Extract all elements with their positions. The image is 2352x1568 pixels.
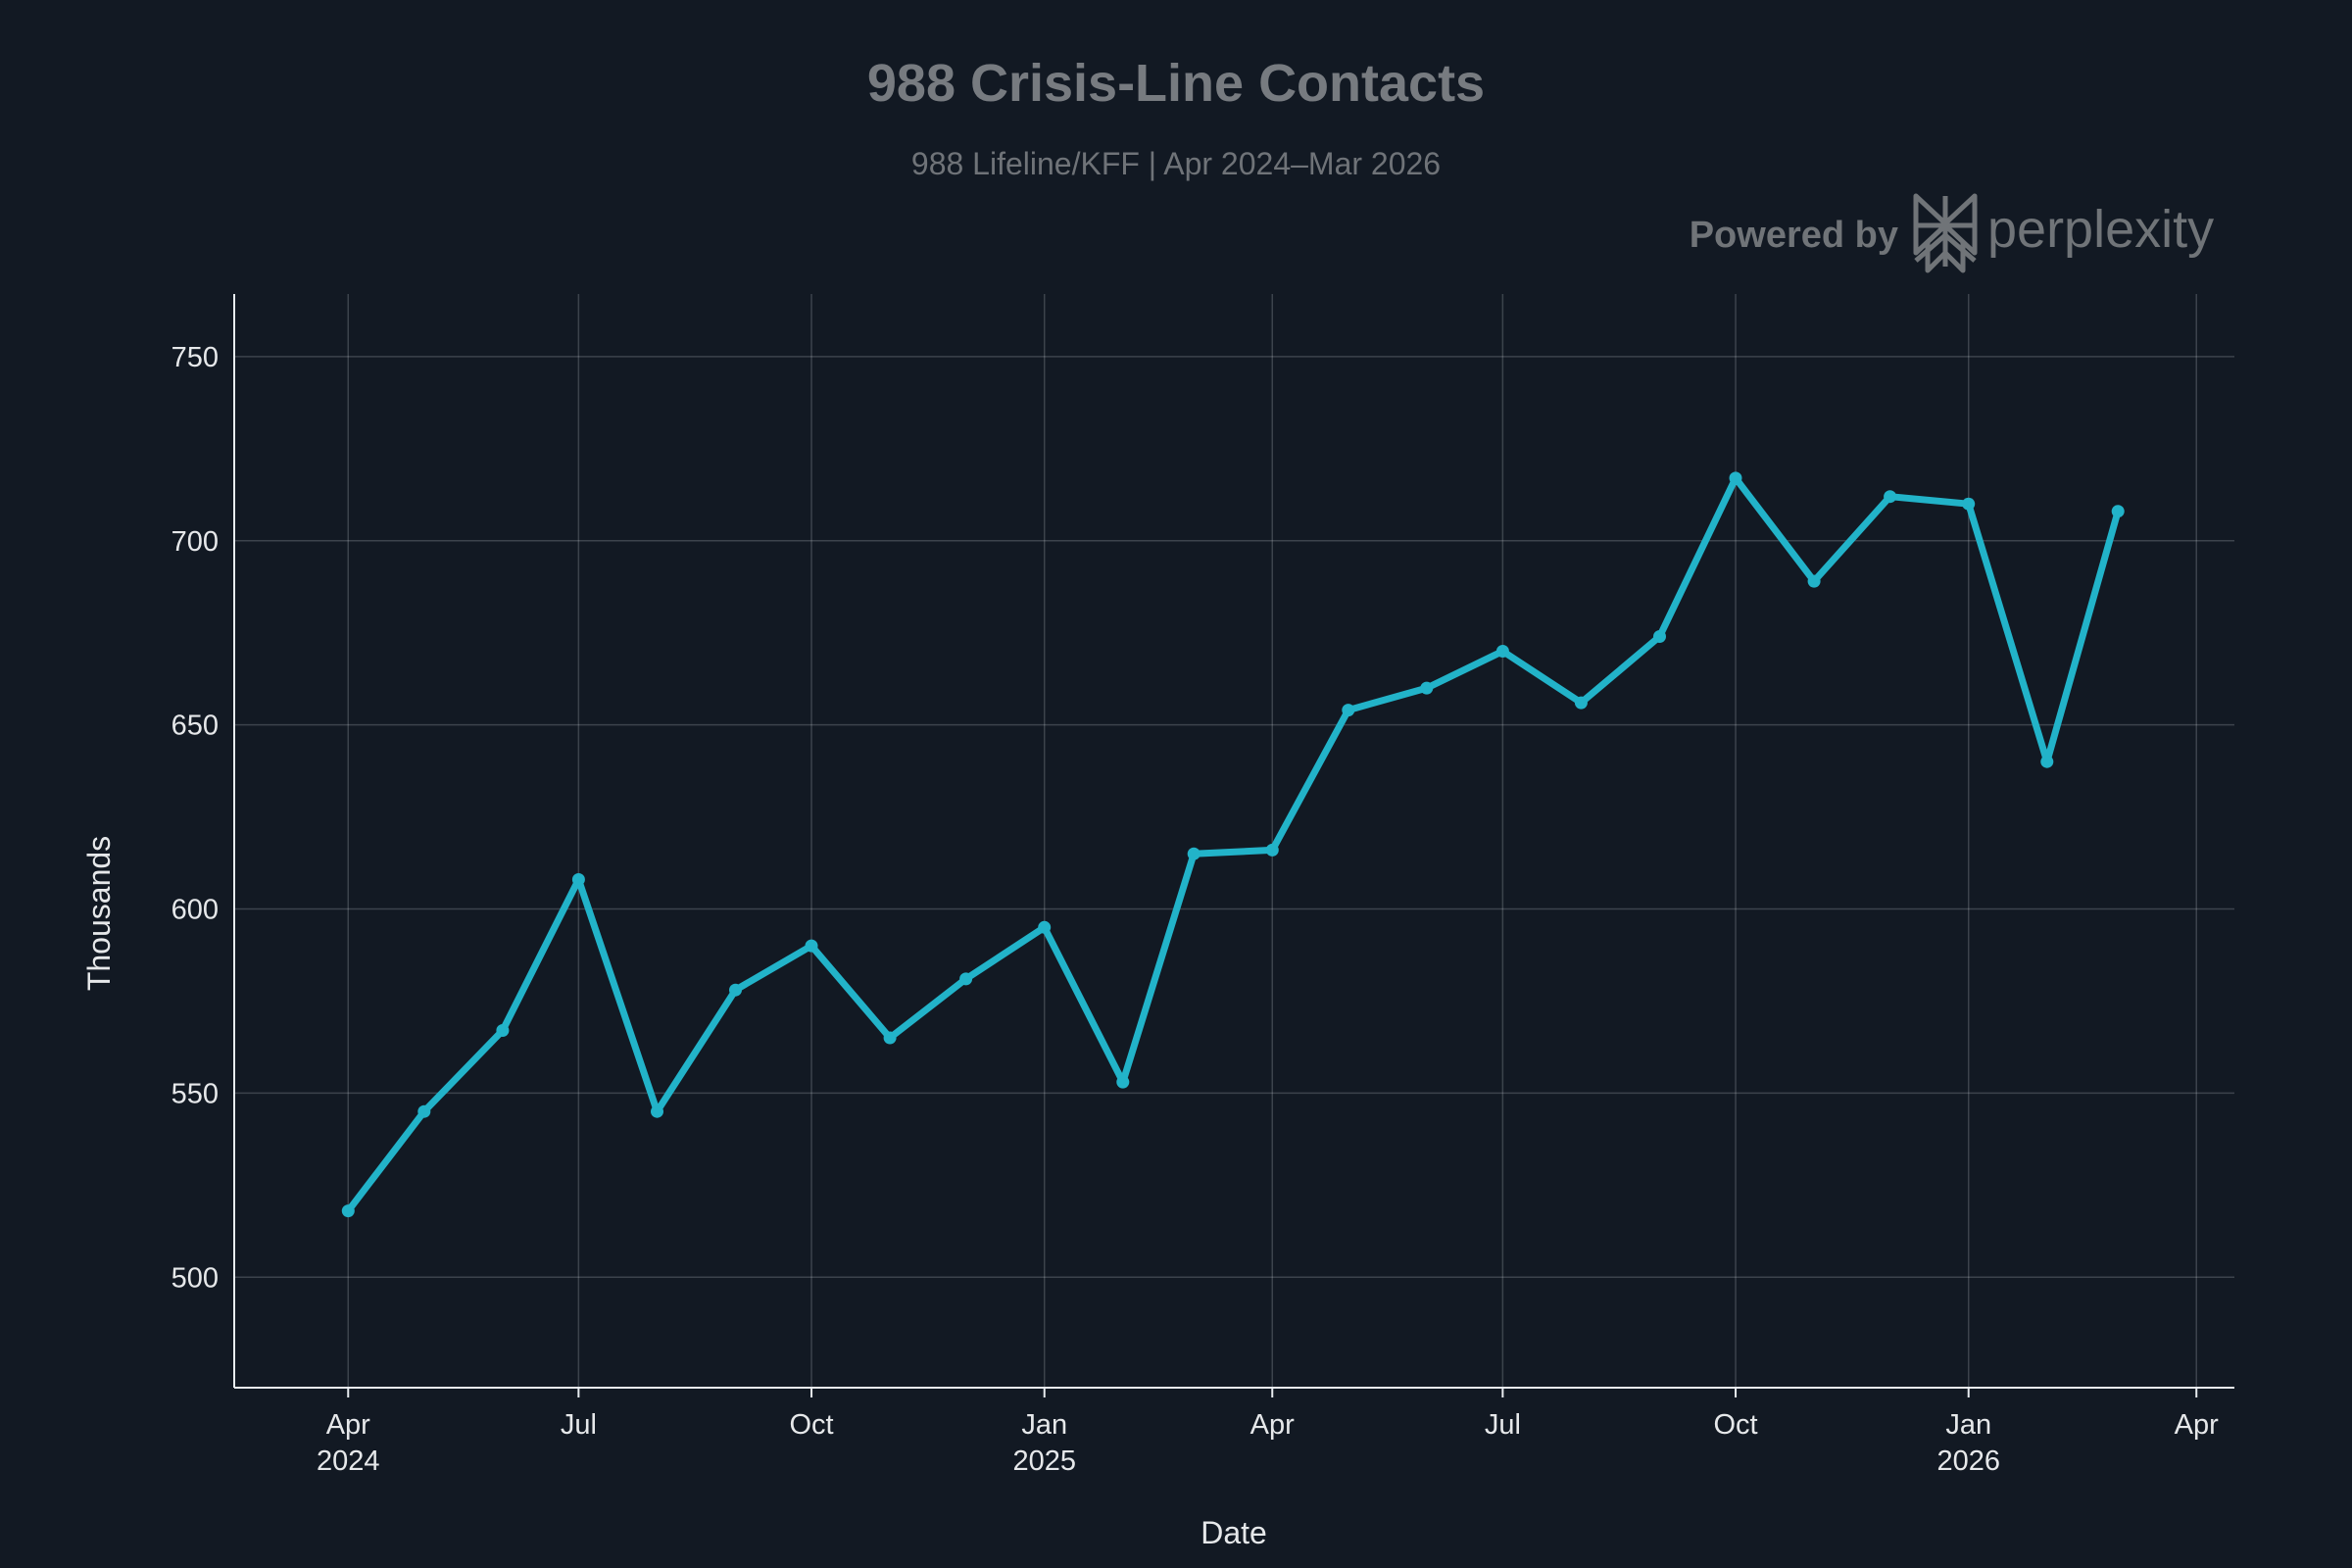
x-tick-year-label: 2024 — [317, 1446, 380, 1477]
x-tick-year-label: 2025 — [1012, 1446, 1076, 1477]
x-tick-label: Jul — [561, 1409, 597, 1441]
x-tick-label: Jul — [1485, 1409, 1521, 1441]
data-point — [1807, 574, 1821, 588]
data-point — [729, 983, 742, 997]
x-axis-title: Date — [1200, 1515, 1267, 1550]
data-point — [1495, 645, 1509, 658]
x-axis-ticks: Apr 2024 Jul Oct Jan 2025 Apr Jul Oct Jan 2026 Apr — [317, 1388, 2219, 1477]
data-point — [571, 873, 585, 886]
y-tick-label: 550 — [172, 1078, 219, 1109]
data-point — [1265, 843, 1279, 857]
chart-subtitle: 988 Lifeline/KFF | Apr 2024–Mar 2026 — [911, 146, 1441, 181]
y-tick-label: 750 — [172, 342, 219, 373]
data-point — [1962, 497, 1976, 511]
data-point — [341, 1204, 355, 1218]
x-tick-label: Jan — [1021, 1409, 1067, 1441]
data-point — [1038, 920, 1052, 934]
series-polyline — [344, 474, 2122, 1215]
y-tick-label: 500 — [172, 1262, 219, 1294]
y-tick-label: 700 — [172, 526, 219, 558]
chart-title: 988 Crisis-Line Contacts — [867, 54, 1485, 113]
data-point — [651, 1104, 663, 1118]
x-tick-label: Apr — [326, 1409, 370, 1441]
powered-by-badge: Powered by perplexity — [1690, 193, 2214, 273]
data-point — [1574, 696, 1588, 710]
data-point — [1116, 1075, 1130, 1089]
data-point — [1187, 847, 1200, 860]
data-point — [417, 1104, 431, 1118]
data-point — [1653, 630, 1666, 643]
data-point — [2040, 755, 2054, 768]
y-tick-label: 650 — [172, 710, 219, 742]
x-tick-label: Apr — [2175, 1409, 2219, 1441]
x-tick-label: Oct — [789, 1409, 833, 1441]
x-tick-label: Oct — [1713, 1409, 1757, 1441]
data-point — [1420, 681, 1434, 695]
data-point — [1342, 704, 1355, 717]
y-axis-ticks: 500 550 600 650 700 750 — [172, 342, 219, 1294]
perplexity-logo-icon — [1913, 193, 1978, 273]
powered-by-label: Powered by — [1690, 215, 1898, 256]
perplexity-brand-name: perplexity — [1987, 200, 2214, 259]
grid-lines — [234, 294, 2234, 1388]
data-point — [959, 972, 973, 986]
x-tick-year-label: 2026 — [1936, 1446, 2000, 1477]
series-line — [341, 471, 2125, 1218]
data-point — [496, 1024, 510, 1037]
data-point — [1884, 490, 1897, 504]
data-point — [1729, 471, 1742, 485]
axes — [233, 294, 2234, 1389]
y-axis-title: Thousands — [81, 836, 117, 991]
x-tick-label: Apr — [1250, 1409, 1295, 1441]
data-point — [2111, 505, 2125, 518]
data-point — [883, 1031, 897, 1045]
x-tick-label: Jan — [1945, 1409, 1991, 1441]
y-tick-label: 600 — [172, 895, 219, 926]
data-point — [805, 939, 818, 953]
